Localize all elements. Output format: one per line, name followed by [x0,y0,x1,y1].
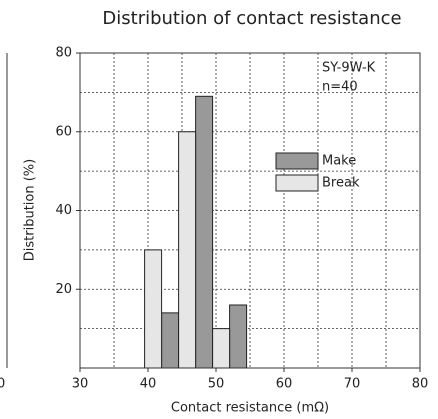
x-tick-label: 50 [208,377,225,392]
bar [229,304,248,369]
x-tick-label: 30 [72,377,89,392]
y-tick-label: 60 [55,124,72,139]
y-tick-label: 40 [55,203,72,218]
annotation: SY-9W-K [322,61,376,76]
bar [178,131,197,369]
x-tick-label: 60 [276,377,293,392]
bar [212,328,231,369]
clipped-label: 0 [0,377,5,392]
chart-title: Distribution of contact resistance [102,8,401,29]
y-tick-label: 20 [55,282,72,297]
legend-swatch [275,152,319,170]
legend-label: Make [322,154,356,169]
bar [195,95,214,369]
bar [161,312,180,369]
x-tick-label: 80 [412,377,429,392]
plot-frame [79,52,421,369]
y-tick-label: 80 [55,46,72,61]
annotation: n=40 [322,80,358,95]
x-tick-label: 40 [140,377,157,392]
x-tick-label: 70 [344,377,361,392]
bar [144,249,163,369]
y-axis-label: Distribution (%) [23,159,38,261]
legend-label: Break [322,176,360,191]
legend-swatch [275,174,319,192]
x-axis-label: Contact resistance (mΩ) [171,401,329,416]
